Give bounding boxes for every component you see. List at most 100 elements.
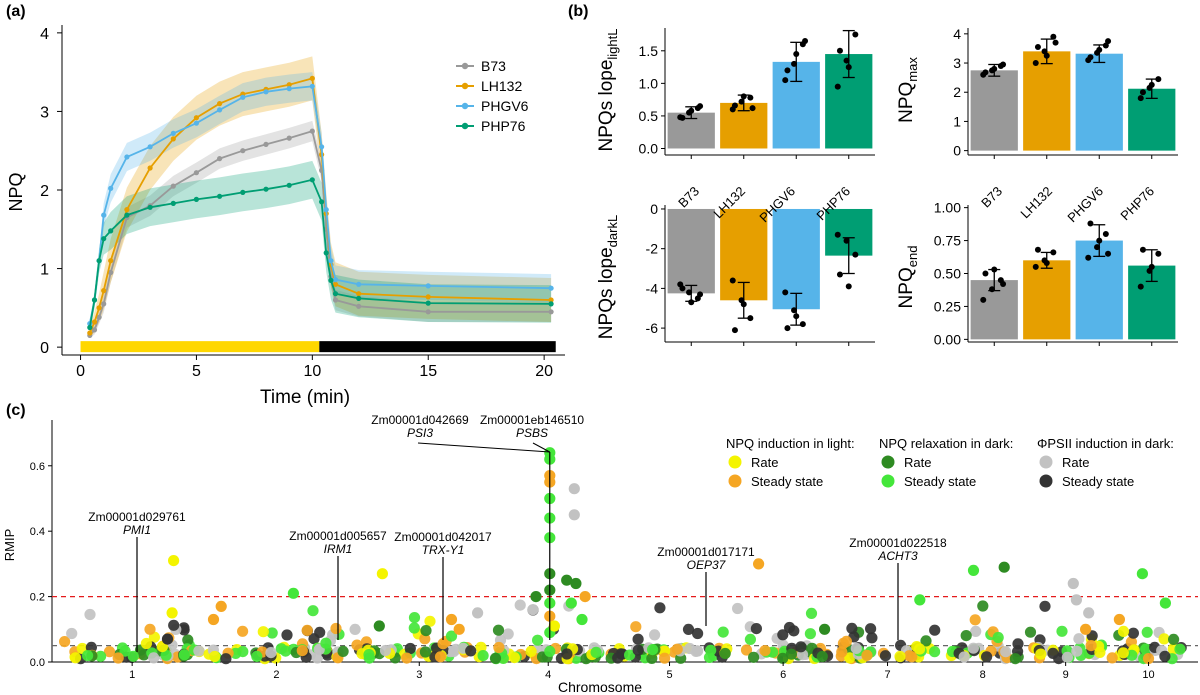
c-snp-point — [296, 645, 308, 657]
a-data-point-B73 — [108, 269, 114, 276]
c-y-axis-label: RMIP — [2, 529, 17, 562]
c-snp-point — [1047, 647, 1059, 660]
b1-sample-point — [688, 107, 695, 114]
c-snp-point — [434, 651, 447, 663]
b4-sample-point — [1155, 250, 1162, 257]
c-snp-point — [492, 624, 505, 636]
c-gene-name-label: OEP37 — [687, 558, 727, 572]
c-snp-point — [1168, 633, 1180, 646]
c-gene-name-label: ACHT3 — [877, 549, 918, 563]
b3-sample-point — [852, 251, 859, 258]
b4-y-tick-label: 0.25 — [934, 298, 961, 314]
a-ci-band-PHP76 — [89, 160, 552, 333]
b2-bar-LH132 — [1023, 51, 1071, 151]
c-snp-point-highlight — [1083, 607, 1095, 619]
b4-bar-PHGV6 — [1075, 240, 1123, 340]
b1-y-label: NPQs lopelightL — [596, 29, 620, 152]
c-snp-point — [920, 635, 932, 647]
c-snp-point — [785, 648, 798, 660]
c-snp-point-highlight — [1067, 577, 1079, 590]
b3-bar-B73 — [667, 208, 715, 294]
a-data-point-LH132 — [286, 82, 292, 88]
c-snp-point-highlight — [373, 620, 385, 632]
c-snp-point-highlight — [819, 623, 831, 635]
c-snp-point — [514, 599, 526, 611]
c-snp-point — [1000, 646, 1012, 658]
c-annotation-connector — [532, 442, 551, 453]
b1-sample-point — [782, 77, 789, 84]
b4-sample-point — [1087, 220, 1094, 227]
c-snp-point — [265, 647, 277, 659]
a-y-tick-label: 0 — [40, 340, 49, 357]
b2-sample-point — [1087, 54, 1094, 61]
a-data-point-LH132 — [147, 165, 153, 171]
c-legend-label: Steady state — [751, 474, 823, 489]
c-snp-point — [251, 650, 263, 663]
b2-y-tick-label: 4 — [953, 26, 961, 42]
a-y-axis-label: NPQ — [6, 172, 26, 211]
c-snp-point — [1140, 643, 1152, 655]
c-snp-point — [958, 651, 970, 663]
c-snp-point — [1073, 633, 1085, 645]
c-snp-point-highlight — [548, 620, 561, 632]
c-snp-point — [836, 646, 848, 658]
c-snp-point — [301, 624, 313, 637]
b1-sample-point — [836, 47, 843, 54]
a-data-point-PHP76 — [309, 177, 315, 183]
a-data-point-PHP76 — [240, 189, 246, 195]
c-snp-point-highlight — [453, 623, 465, 635]
b2-sample-point — [982, 69, 989, 76]
a-data-point-B73 — [240, 148, 246, 154]
c-snp-point — [379, 644, 392, 657]
b3-y-tick-label: -2 — [646, 241, 659, 257]
a-data-point-LH132 — [124, 207, 130, 213]
b3-sample-point — [688, 299, 695, 306]
a-data-point-PHGV6 — [332, 277, 339, 283]
c-snp-point — [1141, 626, 1153, 638]
a-data-point-PHP76 — [323, 250, 329, 256]
b-npqend-chart: 0.00 0.25 0.50 0.75 1.00 — [934, 200, 1178, 347]
b4-sample-point — [1034, 246, 1041, 253]
b1-y-tick-label: 1.5 — [639, 43, 659, 59]
a-data-point-PHGV6 — [425, 283, 431, 289]
c-snp-point — [1035, 648, 1047, 660]
a-legend-label: LH132 — [481, 78, 522, 94]
b2-sample-point — [1096, 46, 1103, 53]
c-snp-point — [879, 650, 892, 662]
c-gene-id-label: Zm00001d042669 — [371, 413, 469, 427]
c-snp-point — [1174, 643, 1186, 655]
b1-y-tick-label: 0.5 — [639, 108, 659, 124]
a-data-point-PHP76 — [548, 301, 554, 307]
c-snp-point — [804, 628, 817, 640]
b1-sample-point — [845, 64, 852, 71]
panel-label-a: (a) — [6, 3, 26, 20]
c-snp-point — [401, 652, 413, 664]
c-snp-point — [816, 650, 828, 663]
a-data-point-PHP76 — [87, 324, 93, 331]
c-snp-point — [275, 643, 287, 655]
b-npqslope-dark-chart: 0 -2 -4 -6 — [646, 201, 875, 346]
a-data-point-LH132 — [96, 305, 102, 311]
a-x-tick-label: 5 — [192, 363, 201, 380]
c-gene-id-label: Zm00001eb146510 — [480, 413, 584, 427]
c-snp-point — [1085, 640, 1097, 652]
c-snp-point-highlight — [1080, 623, 1092, 635]
c-snp-point — [977, 600, 989, 612]
c-snp-point — [257, 626, 269, 638]
c-snp-point — [783, 621, 796, 634]
b1-y-tick-label: 1.0 — [639, 75, 659, 91]
c-snp-point — [654, 602, 666, 614]
b2-sample-point — [1105, 38, 1112, 45]
b1-sample-point — [740, 93, 747, 100]
c-legend-label: Rate — [751, 455, 778, 470]
b3-sample-point — [836, 271, 843, 278]
c-snp-point — [351, 639, 363, 651]
b2-sample-point — [1052, 39, 1059, 46]
c-snp-point — [750, 623, 763, 635]
c-snp-point — [969, 614, 981, 626]
c-snp-point — [59, 636, 71, 648]
c-snp-point — [719, 647, 731, 660]
c-snp-point — [420, 625, 432, 637]
c-snp-point — [561, 648, 573, 660]
c-snp-point-highlight — [998, 561, 1010, 573]
